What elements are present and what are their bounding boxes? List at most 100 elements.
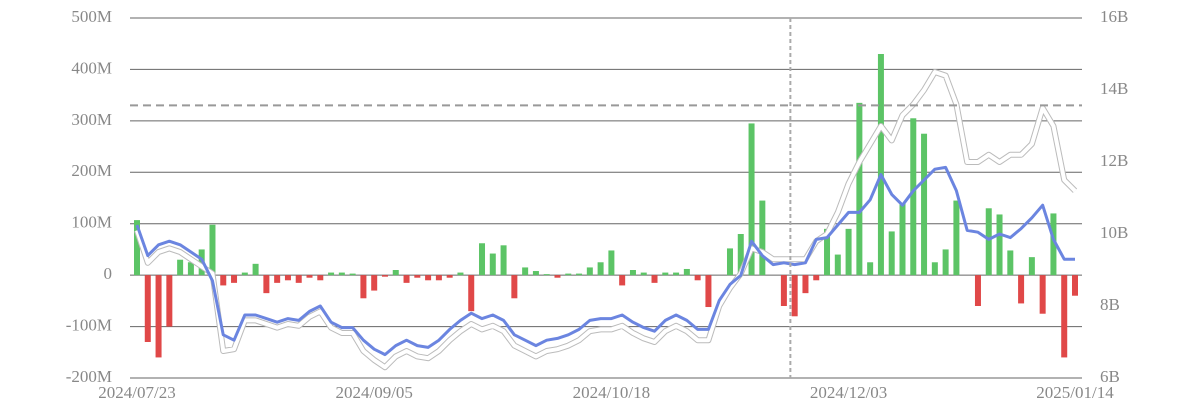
bar	[155, 275, 162, 358]
y-tick-label: 300M	[71, 110, 112, 129]
x-tick-label: 2024/07/23	[98, 383, 175, 402]
bar	[263, 275, 270, 294]
bar	[1018, 275, 1025, 304]
bar	[931, 262, 938, 276]
bar	[597, 262, 604, 276]
bar	[985, 208, 992, 276]
bar	[824, 228, 831, 276]
bar	[705, 275, 712, 308]
y-tick-label: -100M	[66, 315, 112, 334]
bar	[425, 275, 432, 281]
bar	[274, 275, 281, 283]
bar	[489, 253, 496, 276]
bar	[996, 214, 1003, 276]
bar	[867, 262, 874, 276]
bar	[694, 275, 701, 281]
bar	[1050, 213, 1057, 276]
bar	[619, 275, 626, 286]
x-tick-label: 2024/09/05	[335, 383, 412, 402]
bar	[435, 275, 442, 281]
bar	[457, 272, 464, 276]
bar	[673, 272, 680, 276]
y-tick-label: 500M	[71, 7, 112, 26]
bar	[1028, 257, 1035, 276]
bar	[791, 275, 798, 317]
y2-tick-label: 12B	[1100, 151, 1128, 170]
bar	[608, 250, 615, 276]
bar	[586, 267, 593, 276]
bar	[144, 275, 151, 342]
bar	[910, 118, 917, 276]
bar	[629, 270, 636, 276]
bar	[1007, 250, 1014, 276]
x-tick-label: 2024/12/03	[810, 383, 887, 402]
y2-tick-label: 8B	[1100, 295, 1120, 314]
bar	[328, 272, 335, 276]
bar	[802, 275, 809, 294]
bar	[209, 224, 216, 276]
bar	[392, 270, 399, 276]
bar	[942, 249, 949, 276]
y-tick-label: -200M	[66, 367, 112, 386]
bar	[651, 275, 658, 283]
bar	[921, 133, 928, 276]
bar	[565, 273, 572, 276]
bar	[532, 271, 539, 276]
bar	[834, 254, 841, 276]
bar	[241, 272, 248, 276]
price-line	[135, 165, 1075, 357]
bar	[662, 272, 669, 276]
bar	[479, 243, 486, 276]
bar	[500, 245, 507, 276]
bar	[759, 200, 766, 276]
bar	[888, 231, 895, 276]
bar	[683, 268, 690, 276]
x-tick-label: 2025/01/14	[1036, 383, 1114, 402]
bar	[252, 263, 259, 276]
y2-tick-label: 14B	[1100, 79, 1128, 98]
y-tick-label: 400M	[71, 58, 112, 77]
bar	[845, 228, 852, 276]
bar	[338, 272, 345, 276]
bar	[295, 275, 302, 283]
x-tick-label: 2024/10/18	[573, 383, 650, 402]
y-tick-label: 200M	[71, 161, 112, 180]
y-tick-label: 100M	[71, 213, 112, 232]
bar	[953, 200, 960, 276]
bar	[974, 275, 981, 306]
reference-line-core	[135, 70, 1077, 370]
bar	[737, 234, 744, 276]
bar	[284, 275, 291, 281]
bar	[1061, 275, 1068, 358]
bar	[813, 275, 820, 281]
bar	[856, 102, 863, 276]
bar	[640, 272, 647, 276]
y-tick-label: 0	[104, 264, 113, 283]
y2-tick-label: 10B	[1100, 223, 1128, 242]
bar	[187, 262, 194, 276]
y2-tick-label: 6B	[1100, 367, 1120, 386]
bar	[349, 273, 356, 276]
bar	[403, 275, 410, 283]
bar	[748, 123, 755, 276]
bar	[522, 267, 529, 276]
bar	[306, 275, 313, 278]
bar	[177, 259, 184, 276]
bar	[317, 275, 324, 281]
bar	[576, 273, 583, 276]
bar	[1039, 275, 1046, 314]
bar	[371, 275, 378, 291]
bar	[543, 274, 550, 276]
bar	[780, 275, 787, 306]
bar	[899, 203, 906, 276]
bar	[1072, 275, 1078, 296]
bar	[414, 275, 421, 278]
bar	[554, 275, 561, 278]
bar	[877, 54, 884, 276]
bar	[220, 275, 227, 286]
bar	[166, 275, 173, 327]
bar	[231, 275, 238, 283]
bar	[446, 275, 453, 278]
bar	[726, 248, 733, 276]
